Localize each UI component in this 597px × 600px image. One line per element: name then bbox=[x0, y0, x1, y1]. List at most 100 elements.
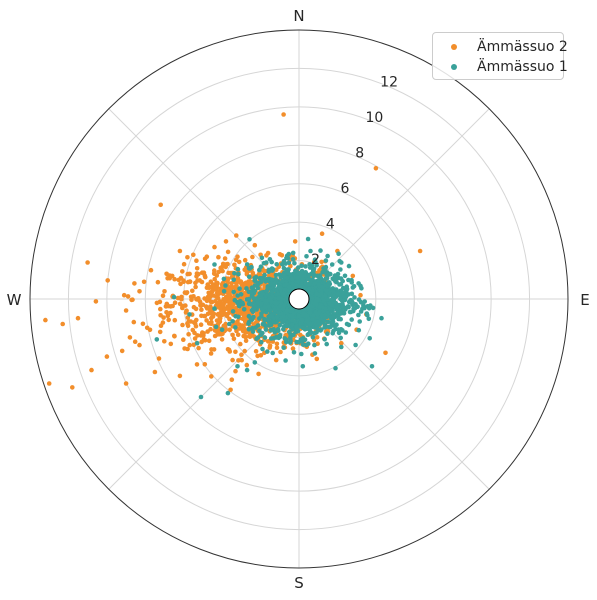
scatter-point-1-649 bbox=[246, 289, 252, 295]
polar-frame bbox=[29, 29, 569, 569]
scatter-point-1-1023 bbox=[258, 264, 264, 270]
scatter-point-1-984 bbox=[271, 319, 276, 324]
scatter-point-1-1391 bbox=[271, 327, 277, 332]
scatter-point-1-1098 bbox=[379, 315, 384, 321]
scatter-point-0-262 bbox=[209, 374, 214, 379]
scatter-point-0-444 bbox=[156, 356, 162, 361]
r-tick-label-10: 10 bbox=[365, 110, 383, 126]
scatter-point-0-o0 bbox=[281, 112, 286, 117]
scatter-point-0-950 bbox=[195, 333, 200, 338]
scatter-point-0-1026 bbox=[218, 306, 223, 312]
scatter-point-1-1309 bbox=[307, 327, 313, 333]
scatter-point-1-o13 bbox=[308, 248, 313, 254]
scatter-point-0-1042 bbox=[225, 277, 231, 282]
legend: Ämmässuo 2 Ämmässuo 1 bbox=[432, 32, 568, 80]
scatter-point-0-561 bbox=[278, 349, 283, 355]
scatter-point-0-788 bbox=[175, 295, 181, 301]
scatter-point-1-825 bbox=[311, 272, 317, 277]
scatter-point-0-923 bbox=[273, 357, 279, 363]
scatter-point-0-309 bbox=[274, 341, 280, 347]
scatter-point-1-1478 bbox=[308, 277, 314, 283]
scatter-point-1-337 bbox=[343, 330, 349, 335]
scatter-point-1-1447 bbox=[326, 324, 332, 330]
scatter-point-0-932 bbox=[268, 272, 274, 278]
scatter-point-0-1061 bbox=[194, 258, 199, 264]
scatter-point-0-o38 bbox=[177, 248, 183, 254]
scatter-point-0-1092 bbox=[178, 281, 183, 287]
scatter-point-1-850 bbox=[328, 271, 333, 277]
scatter-point-0-72 bbox=[225, 249, 231, 255]
scatter-point-0-o29 bbox=[148, 267, 154, 273]
scatter-point-1-1180 bbox=[305, 236, 311, 242]
scatter-point-1-845 bbox=[259, 339, 264, 345]
scatter-point-0-1035 bbox=[250, 270, 256, 276]
scatter-point-0-1025 bbox=[230, 357, 235, 363]
center-marker bbox=[288, 288, 310, 310]
scatter-point-0-50 bbox=[227, 327, 232, 333]
scatter-point-1-1297 bbox=[273, 279, 279, 285]
scatter-point-1-1185 bbox=[314, 330, 319, 335]
scatter-point-0-o14 bbox=[70, 385, 75, 390]
scatter-point-1-1444 bbox=[331, 314, 336, 320]
scatter-point-1-1330 bbox=[321, 298, 326, 303]
scatter-point-1-1295 bbox=[292, 261, 297, 266]
scatter-point-1-1006 bbox=[273, 272, 279, 278]
scatter-point-0-285 bbox=[236, 358, 241, 363]
scatter-point-1-1005 bbox=[348, 309, 354, 315]
scatter-point-1-886 bbox=[311, 266, 317, 272]
scatter-point-0-1071 bbox=[194, 317, 199, 323]
scatter-point-1-803 bbox=[300, 325, 306, 331]
scatter-point-1-1378 bbox=[262, 304, 268, 310]
scatter-point-0-443 bbox=[158, 323, 164, 329]
scatter-point-0-714 bbox=[172, 333, 177, 339]
scatter-point-0-o13 bbox=[46, 381, 52, 386]
scatter-point-1-1479 bbox=[289, 322, 295, 328]
scatter-point-0-861 bbox=[230, 332, 235, 338]
scatter-point-0-219 bbox=[166, 317, 171, 323]
scatter-point-0-1073 bbox=[208, 294, 213, 299]
scatter-point-1-233 bbox=[304, 253, 309, 259]
scatter-point-1-1423 bbox=[318, 276, 323, 281]
scatter-point-0-418 bbox=[140, 321, 146, 327]
scatter-point-1-o17 bbox=[221, 289, 227, 294]
scatter-point-0-989 bbox=[258, 353, 264, 358]
scatter-point-1-1468 bbox=[296, 313, 301, 319]
scatter-point-1-o25 bbox=[344, 321, 350, 327]
scatter-point-0-488 bbox=[172, 317, 178, 323]
scatter-point-0-636 bbox=[185, 279, 191, 285]
scatter-point-0-872 bbox=[164, 271, 169, 277]
r-tick-label-12: 12 bbox=[380, 74, 398, 90]
scatter-point-1-1372 bbox=[295, 265, 301, 270]
scatter-point-1-673 bbox=[323, 276, 328, 282]
scatter-point-1-207 bbox=[338, 267, 343, 272]
scatter-point-0-829 bbox=[233, 349, 238, 355]
scatter-point-1-1446 bbox=[312, 351, 318, 356]
scatter-point-0-103 bbox=[204, 318, 209, 323]
scatter-point-1-1460 bbox=[319, 284, 325, 290]
scatter-point-1-1472 bbox=[263, 298, 268, 303]
scatter-point-1-1337 bbox=[335, 291, 341, 297]
legend-label-series-2: Ämmässuo 1 bbox=[477, 59, 568, 75]
scatter-point-0-1060 bbox=[220, 268, 225, 274]
scatter-point-0-826 bbox=[202, 313, 208, 319]
scatter-point-1-550 bbox=[257, 316, 262, 321]
scatter-point-0-o31 bbox=[181, 279, 186, 285]
scatter-point-0-591 bbox=[164, 301, 170, 307]
scatter-point-1-1386 bbox=[283, 322, 289, 328]
scatter-point-0-o37 bbox=[204, 254, 210, 259]
scatter-point-1-o19 bbox=[219, 327, 225, 333]
scatter-point-1-1445 bbox=[349, 291, 355, 297]
scatter-point-1-o11 bbox=[369, 364, 375, 369]
r-tick-label-2: 2 bbox=[311, 252, 320, 268]
scatter-point-1-o2 bbox=[235, 364, 240, 369]
scatter-point-0-289 bbox=[211, 347, 217, 352]
scatter-point-1-1495 bbox=[272, 307, 277, 312]
scatter-point-1-1457 bbox=[290, 317, 295, 323]
scatter-point-1-o1 bbox=[225, 390, 231, 396]
scatter-point-0-535 bbox=[212, 276, 217, 282]
scatter-point-1-1116 bbox=[246, 313, 252, 319]
scatter-point-0-943 bbox=[172, 276, 177, 282]
scatter-point-0-742 bbox=[209, 315, 214, 321]
scatter-point-0-1095 bbox=[242, 348, 247, 354]
scatter-point-1-1404 bbox=[246, 274, 252, 280]
